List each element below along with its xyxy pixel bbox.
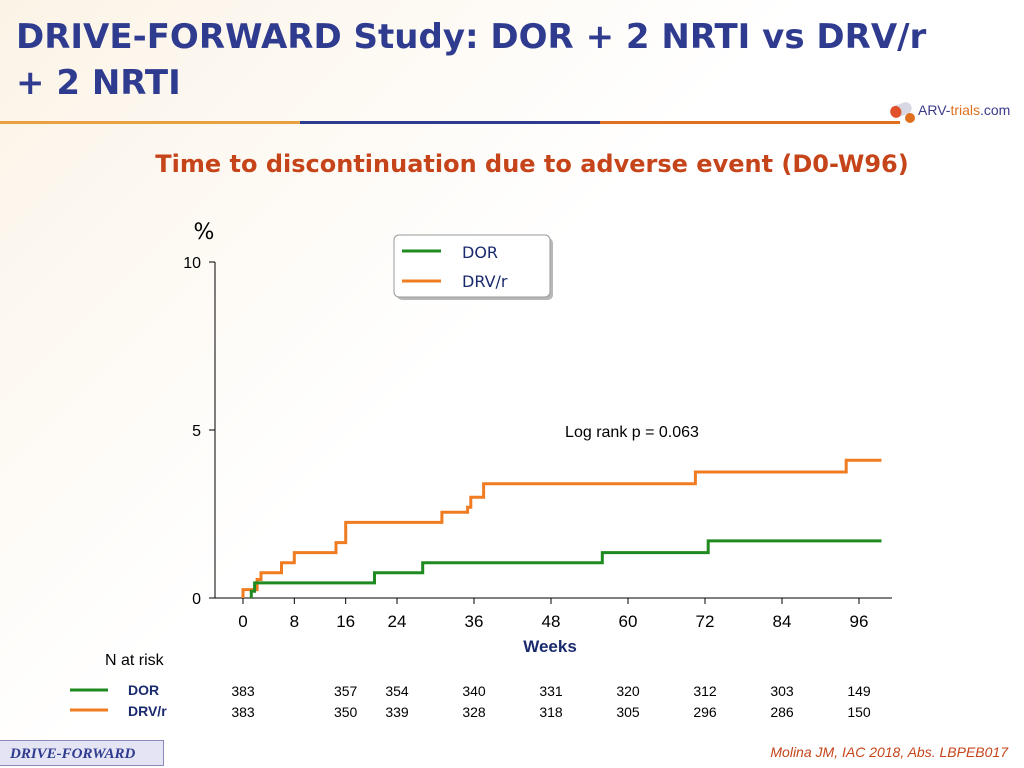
arv-trials-logo: ARV-trials.com xyxy=(888,98,1018,126)
series-line-dor xyxy=(249,539,882,598)
risk-value-drv-r: 296 xyxy=(693,704,717,720)
risk-value-drv-r: 350 xyxy=(334,704,358,720)
risk-value-drv-r: 318 xyxy=(539,704,563,720)
x-tick-label: 16 xyxy=(336,612,355,631)
x-tick-label: 72 xyxy=(696,612,715,631)
header-rule-blue xyxy=(300,121,600,124)
risk-row-label-dor: DOR xyxy=(128,682,159,698)
y-tick-label: 0 xyxy=(192,591,201,608)
risk-value-drv-r: 286 xyxy=(770,704,794,720)
y-tick-label: 10 xyxy=(183,255,201,272)
chart-subtitle: Time to discontinuation due to adverse e… xyxy=(155,150,909,178)
legend: DOR DRV/r xyxy=(393,234,553,300)
risk-value-dor: 149 xyxy=(847,683,871,699)
risk-value-dor: 354 xyxy=(385,683,409,699)
km-chart: % Weeks 0 5 10 0 8 16 24 36 48 60 72 84 96 Log rank… xyxy=(70,220,892,720)
x-tick-label: 48 xyxy=(542,612,561,631)
risk-value-dor: 312 xyxy=(693,683,717,699)
slide-title: DRIVE-FORWARD Study: DOR + 2 NRTI vs DRV… xyxy=(16,17,927,103)
header-rule-orange-right xyxy=(600,121,900,124)
risk-value-drv-r: 383 xyxy=(231,704,255,720)
x-tick-label: 8 xyxy=(290,612,299,631)
x-axis-label: Weeks xyxy=(523,637,577,656)
y-tick-label: 5 xyxy=(192,423,201,440)
risk-value-dor: 383 xyxy=(231,683,255,699)
x-tick-label: 36 xyxy=(465,612,484,631)
risk-value-dor: 331 xyxy=(539,683,563,699)
n-at-risk-label: N at risk xyxy=(105,652,165,669)
risk-value-dor: 303 xyxy=(770,683,794,699)
study-footer-label: DRIVE-FORWARD xyxy=(0,740,164,766)
risk-value-dor: 320 xyxy=(616,683,640,699)
header-rule-orange-left xyxy=(0,121,300,124)
risk-value-drv-r: 150 xyxy=(847,704,871,720)
logo-text: ARV-trials.com xyxy=(918,102,1011,118)
risk-value-drv-r: 305 xyxy=(616,704,640,720)
y-axis-label: % xyxy=(194,220,215,245)
x-tick-label: 96 xyxy=(850,612,869,631)
legend-label-dor: DOR xyxy=(462,243,498,262)
risk-row-label-drv: DRV/r xyxy=(128,703,167,719)
log-rank-annotation: Log rank p = 0.063 xyxy=(565,424,699,441)
legend-label-drv: DRV/r xyxy=(462,272,508,291)
citation: Molina JM, IAC 2018, Abs. LBPEB017 xyxy=(770,744,1008,760)
x-tick-label: 60 xyxy=(619,612,638,631)
x-tick-label: 24 xyxy=(388,612,407,631)
series-line-drv-r xyxy=(241,458,882,598)
pill-logo-icon xyxy=(890,102,915,123)
risk-value-drv-r: 339 xyxy=(385,704,409,720)
risk-value-drv-r: 328 xyxy=(462,704,486,720)
x-tick-label: 0 xyxy=(238,612,247,631)
x-tick-label: 84 xyxy=(773,612,792,631)
risk-value-dor: 357 xyxy=(334,683,358,699)
risk-value-dor: 340 xyxy=(462,683,486,699)
